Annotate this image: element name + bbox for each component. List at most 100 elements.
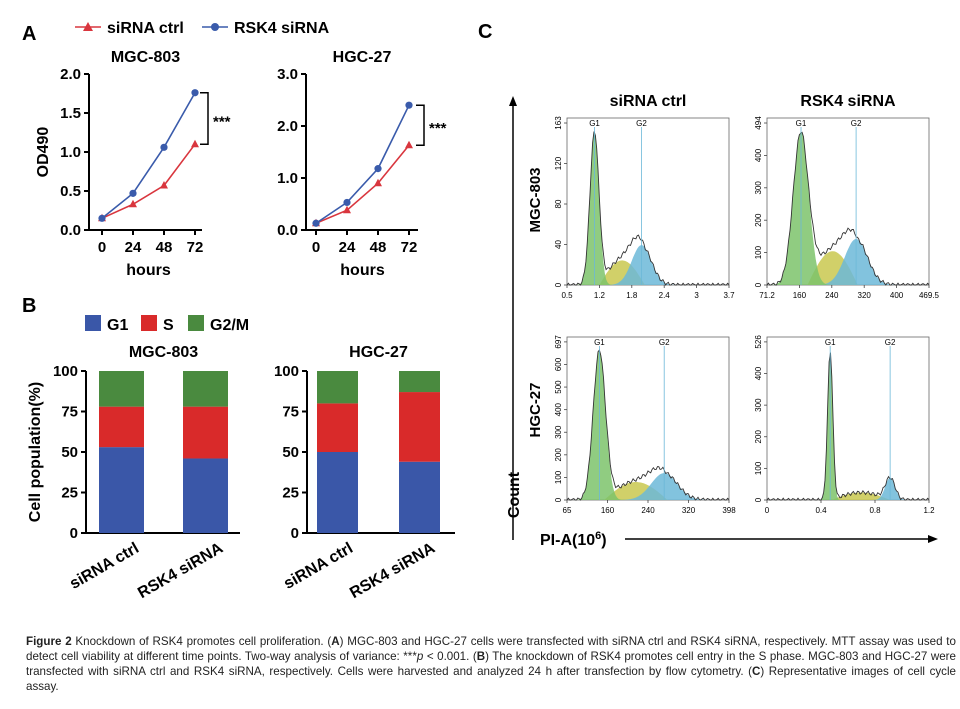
hist-ytick-label-hgc-27-rsk4-sirna: 526 (754, 335, 763, 349)
x-label-pia: PI-A(106) (540, 530, 607, 549)
series-line-A-left-0 (101, 143, 196, 220)
bar-s-B-left (99, 406, 144, 448)
y-tick-label-B-left: 25 (61, 485, 78, 502)
hist-ytick-label-mgc-803-sirna-ctrl: 40 (554, 240, 563, 249)
legend-label-g2m: G2/M (210, 317, 249, 334)
hist-xtick-label-mgc-803-rsk4-sirna: 400 (890, 291, 904, 300)
caption-text-3: ) The knockdown of RSK4 promotes cell en… (26, 650, 956, 678)
legend-swatch-g2m (188, 315, 204, 331)
bar-g2m-B-right (317, 371, 358, 404)
significance-label-A-right: *** (429, 120, 447, 137)
x-tick-label-A-right: 72 (401, 239, 418, 256)
hist-ytick-label-mgc-803-rsk4-sirna: 0 (754, 282, 763, 287)
hist-ytick-label-hgc-27-sirna-ctrl: 200 (554, 448, 563, 462)
y-tick-label-B-right: 0 (291, 525, 299, 542)
hist-xtick-label-hgc-27-rsk4-sirna: 0 (765, 506, 770, 515)
x-label-A-left: hours (126, 262, 171, 279)
hist-xtick-label-hgc-27-sirna-ctrl: 240 (641, 506, 655, 515)
hist-ytick-label-hgc-27-rsk4-sirna: 100 (754, 461, 763, 475)
series-line-A-right-1 (315, 104, 410, 224)
bar-s-B-right (317, 403, 358, 452)
hist-xtick-label-mgc-803-sirna-ctrl: 3.7 (723, 291, 735, 300)
x-tick-label-A-right: 48 (370, 239, 387, 256)
point-rsk4-A-left (129, 189, 137, 197)
point-rsk4-A-right (312, 219, 320, 227)
hist-ytick-label-mgc-803-sirna-ctrl: 0 (554, 282, 563, 287)
row-title-hgc27: HGC-27 (527, 382, 544, 437)
hist-ytick-label-hgc-27-rsk4-sirna: 200 (754, 430, 763, 444)
peak-label-g2-hgc-27-rsk4-sirna: G2 (885, 338, 896, 347)
x-tick-label-B-right: RSK4 siRNA (347, 540, 438, 603)
legend-marker-rsk4 (211, 23, 219, 31)
point-rsk4-A-right (343, 198, 351, 207)
hist-outline-mgc-803-sirna-ctrl (566, 131, 730, 286)
point-ctrl-A-right (405, 140, 413, 149)
y-tick-label-B-left: 75 (61, 404, 78, 421)
y-tick-label-B-right: 75 (282, 404, 299, 421)
hist-ytick-label-hgc-27-rsk4-sirna: 300 (754, 398, 763, 412)
panel-label-a: A (22, 23, 36, 45)
column-title-ctrl: siRNA ctrl (610, 93, 687, 110)
hist-xtick-label-hgc-27-rsk4-sirna: 0.4 (815, 506, 827, 515)
point-rsk4-A-left (98, 214, 106, 222)
hist-ytick-label-hgc-27-sirna-ctrl: 100 (554, 470, 563, 484)
hist-xtick-label-hgc-27-sirna-ctrl: 320 (682, 506, 696, 515)
point-ctrl-A-left (129, 199, 137, 208)
row-title-mgc803: MGC-803 (527, 167, 544, 232)
hist-xtick-label-mgc-803-rsk4-sirna: 160 (793, 291, 807, 300)
chart-title-B-left: MGC-803 (129, 344, 198, 361)
chart-title-A-left: MGC-803 (111, 49, 180, 66)
series-line-A-right-0 (315, 144, 410, 224)
significance-bracket-A-right (416, 104, 425, 146)
y-tick-label-B-left: 50 (61, 444, 78, 461)
hist-outline-hgc-27-rsk4-sirna (766, 352, 930, 501)
x-tick-label-A-right: 0 (312, 239, 320, 256)
hist-xtick-label-mgc-803-sirna-ctrl: 0.5 (561, 291, 573, 300)
hist-g1-area-mgc-803-rsk4-sirna (767, 131, 929, 285)
y-tick-label-B-right: 100 (274, 363, 299, 380)
caption-p: p (416, 650, 424, 663)
caption-ref-a: A (331, 635, 340, 648)
hist-ytick-label-mgc-803-rsk4-sirna: 100 (754, 245, 763, 259)
hist-xtick-label-mgc-803-sirna-ctrl: 1.2 (594, 291, 606, 300)
x-tick-label-B-left: RSK4 siRNA (135, 540, 226, 603)
peak-label-g2-mgc-803-sirna-ctrl: G2 (636, 119, 647, 128)
column-title-rsk4: RSK4 siRNA (800, 93, 896, 110)
point-rsk4-A-right (374, 165, 382, 173)
hist-ytick-label-hgc-27-sirna-ctrl: 600 (554, 357, 563, 371)
count-arrow-head (509, 96, 517, 106)
y-tick-label-A-right: 1.0 (277, 170, 298, 187)
point-ctrl-A-left (160, 181, 168, 189)
legend-marker-ctrl (83, 22, 93, 31)
hist-ytick-label-mgc-803-rsk4-sirna: 200 (754, 213, 763, 227)
hist-ytick-label-hgc-27-sirna-ctrl: 400 (554, 402, 563, 416)
y-label-A-left: OD490 (35, 127, 52, 178)
panel-c: Count PI-A(106) siRNA ctrl RSK4 siRNA MGC-80… (506, 93, 940, 549)
panel-label-b: B (22, 295, 36, 317)
hist-xtick-label-mgc-803-rsk4-sirna: 71.2 (759, 291, 775, 300)
pia-arrow-head (928, 535, 938, 543)
legend-label-ctrl: siRNA ctrl (107, 20, 184, 37)
legend-label-rsk4: RSK4 siRNA (234, 20, 330, 37)
hist-xtick-label-mgc-803-rsk4-sirna: 469.5 (919, 291, 940, 300)
caption-ref-b: B (476, 650, 486, 663)
x-tick-label-A-left: 0 (98, 239, 106, 256)
hist-xtick-label-mgc-803-sirna-ctrl: 2.4 (659, 291, 671, 300)
panel-a: siRNA ctrl RSK4 siRNA MGC-803 0.0 0.5 1.0 1.5 2… (35, 20, 447, 279)
hist-frame-hgc-27-rsk4-sirna (766, 336, 930, 501)
hist-ytick-label-hgc-27-sirna-ctrl: 500 (554, 380, 563, 394)
bar-g2m-B-right (399, 371, 440, 393)
figure-canvas: A B C siRNA ctrl RSK4 siRNAMGC-8030.00.51… (22, 20, 940, 603)
y-tick-label-A-left: 2.0 (60, 66, 81, 83)
chart-title-B-right: HGC-27 (349, 344, 408, 361)
y-label-B-left: Cell population(%) (27, 382, 44, 522)
hist-ytick-label-mgc-803-rsk4-sirna: 300 (754, 181, 763, 195)
hist-ytick-label-mgc-803-sirna-ctrl: 80 (554, 199, 563, 208)
point-rsk4-A-left (160, 143, 168, 151)
hist-xtick-label-hgc-27-rsk4-sirna: 0.8 (869, 506, 881, 515)
bar-s-B-left (183, 406, 228, 459)
hist-s-area-hgc-27-rsk4-sirna (767, 492, 929, 500)
point-rsk4-A-right (405, 101, 413, 109)
hist-g2-area-hgc-27-rsk4-sirna (767, 477, 929, 500)
x-label-end: ) (601, 532, 606, 549)
